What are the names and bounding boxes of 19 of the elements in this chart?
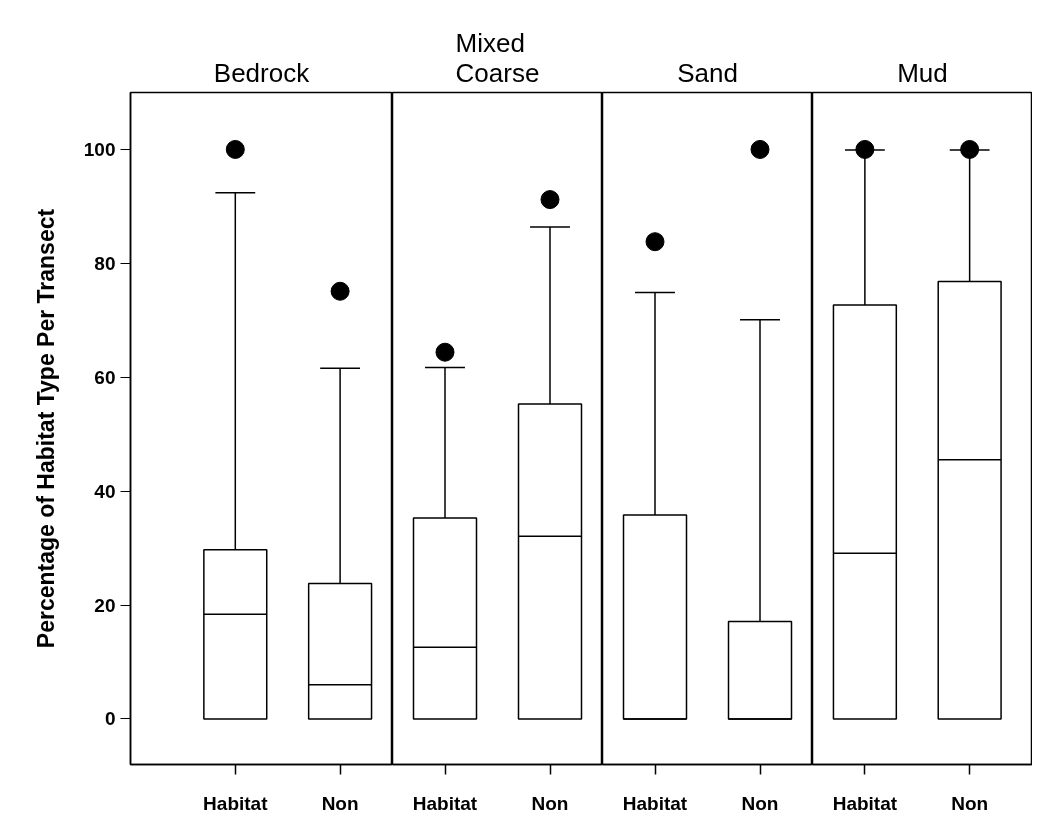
chart-title: Mixed Coarse xyxy=(455,27,540,88)
x-tick-label: Habitat xyxy=(203,792,269,814)
chart-title: Bedrock xyxy=(213,57,311,88)
y-tick-label: 60 xyxy=(94,366,116,388)
x-tick-label: Habitat xyxy=(622,792,688,814)
x-tick-label: Habitat xyxy=(412,792,478,814)
x-tick-label: Non xyxy=(321,792,359,814)
y-tick-label: 20 xyxy=(94,594,116,616)
x-tick-label: Non xyxy=(531,792,569,814)
chart-title: Mud xyxy=(897,57,948,88)
y-tick-label: 100 xyxy=(83,138,116,160)
y-tick-label: 40 xyxy=(94,480,116,502)
y-axis-title: Percentage of Habitat Type Per Transect xyxy=(32,208,59,649)
x-tick-label: Habitat xyxy=(832,792,898,814)
chart-title: Sand xyxy=(677,57,738,88)
y-tick-label: 0 xyxy=(104,708,116,730)
x-tick-label: Non xyxy=(951,792,989,814)
y-tick-label: 80 xyxy=(94,252,116,274)
x-tick-label: Non xyxy=(741,792,779,814)
